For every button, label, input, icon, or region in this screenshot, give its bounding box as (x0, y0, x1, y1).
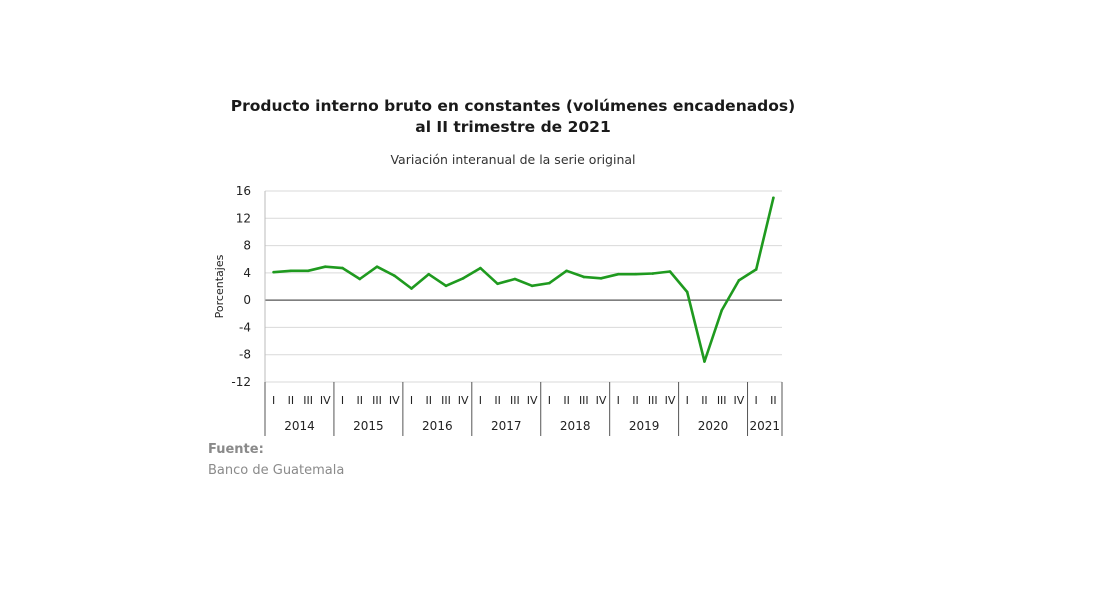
chart-subtitle: Variación interanual de la serie origina… (390, 152, 636, 167)
x-quarter-label: I (617, 394, 620, 407)
y-tick-label: -4 (239, 320, 251, 334)
y-axis-label: Porcentajes (213, 254, 226, 318)
data-point (582, 275, 586, 279)
x-quarter-label: IV (596, 394, 607, 407)
data-point (651, 272, 655, 275)
x-quarter-label: III (717, 394, 727, 407)
x-year-label: 2019 (629, 419, 660, 433)
data-point (392, 274, 396, 277)
data-point (496, 282, 499, 286)
x-quarter-label: I (341, 394, 344, 407)
x-year-label: 2015 (353, 419, 384, 433)
x-quarter-label: III (579, 394, 589, 407)
chart-title-line-1: Producto interno bruto en constantes (vo… (230, 97, 796, 115)
x-quarter-label: IV (458, 394, 469, 407)
x-quarter-label: II (425, 394, 432, 407)
y-tick-label: 12 (236, 211, 251, 225)
y-tick-label: 0 (243, 293, 251, 307)
data-point (668, 270, 672, 273)
chart-title: Producto interno bruto en constantes (vo… (180, 96, 846, 138)
x-quarter-label: I (755, 394, 758, 407)
data-point (616, 272, 620, 276)
data-point (530, 284, 534, 288)
data-point (772, 196, 775, 200)
data-point (427, 272, 431, 276)
x-quarter-label: IV (389, 394, 400, 407)
x-quarter-label: IV (665, 394, 676, 407)
x-quarter-label: I (686, 394, 689, 407)
x-quarter-label: II (701, 394, 708, 407)
chart-title-line-2: al II trimestre de 2021 (415, 118, 611, 136)
data-point (634, 272, 637, 276)
x-quarter-label: IV (734, 394, 745, 407)
x-year-label: 2020 (698, 419, 729, 433)
x-quarter-label: II (357, 394, 364, 407)
data-point (324, 265, 327, 269)
x-year-label: 2014 (284, 419, 315, 433)
data-point (754, 268, 758, 271)
x-quarter-label: I (272, 394, 275, 407)
x-quarter-label: III (510, 394, 520, 407)
series-line (272, 196, 775, 363)
x-quarter-label: I (410, 394, 413, 407)
x-quarter-label: II (632, 394, 639, 407)
x-year-label: 2018 (560, 419, 591, 433)
y-tick-label: -12 (231, 375, 251, 389)
data-point (375, 265, 379, 269)
data-point (461, 277, 465, 280)
x-quarter-label: III (648, 394, 658, 407)
x-quarter-label: II (494, 394, 501, 407)
y-tick-label: 16 (236, 184, 251, 198)
x-quarter-label: I (548, 394, 551, 407)
data-point (720, 309, 723, 312)
x-quarter-label: IV (320, 394, 331, 407)
data-point (272, 270, 275, 274)
x-quarter-label: III (441, 394, 451, 407)
x-year-label: 2016 (422, 419, 453, 433)
data-point (444, 284, 448, 288)
data-point (410, 287, 413, 290)
data-point (479, 266, 482, 270)
x-quarter-label: I (479, 394, 482, 407)
x-quarter-label: II (563, 394, 570, 407)
x-quarter-label: IV (527, 394, 538, 407)
x-year-label: 2021 (749, 419, 780, 433)
x-quarter-label: II (770, 394, 777, 407)
data-point (599, 277, 603, 280)
data-point (565, 269, 568, 273)
y-tick-label: 4 (243, 266, 251, 280)
data-point (548, 281, 551, 285)
source-label: Fuente: (208, 442, 264, 457)
source-text: Banco de Guatemala (208, 463, 345, 478)
y-tick-label: 8 (243, 239, 251, 253)
x-quarter-label: II (288, 394, 295, 407)
data-point (306, 269, 310, 273)
data-point (737, 279, 741, 282)
x-quarter-label: III (372, 394, 382, 407)
data-point (703, 360, 706, 363)
data-point (289, 269, 293, 273)
y-tick-label: -8 (239, 348, 251, 362)
data-point (358, 277, 362, 281)
data-point (685, 290, 689, 294)
x-year-label: 2017 (491, 419, 522, 433)
data-point (513, 277, 517, 281)
data-point (341, 266, 344, 270)
x-quarter-label: III (303, 394, 313, 407)
